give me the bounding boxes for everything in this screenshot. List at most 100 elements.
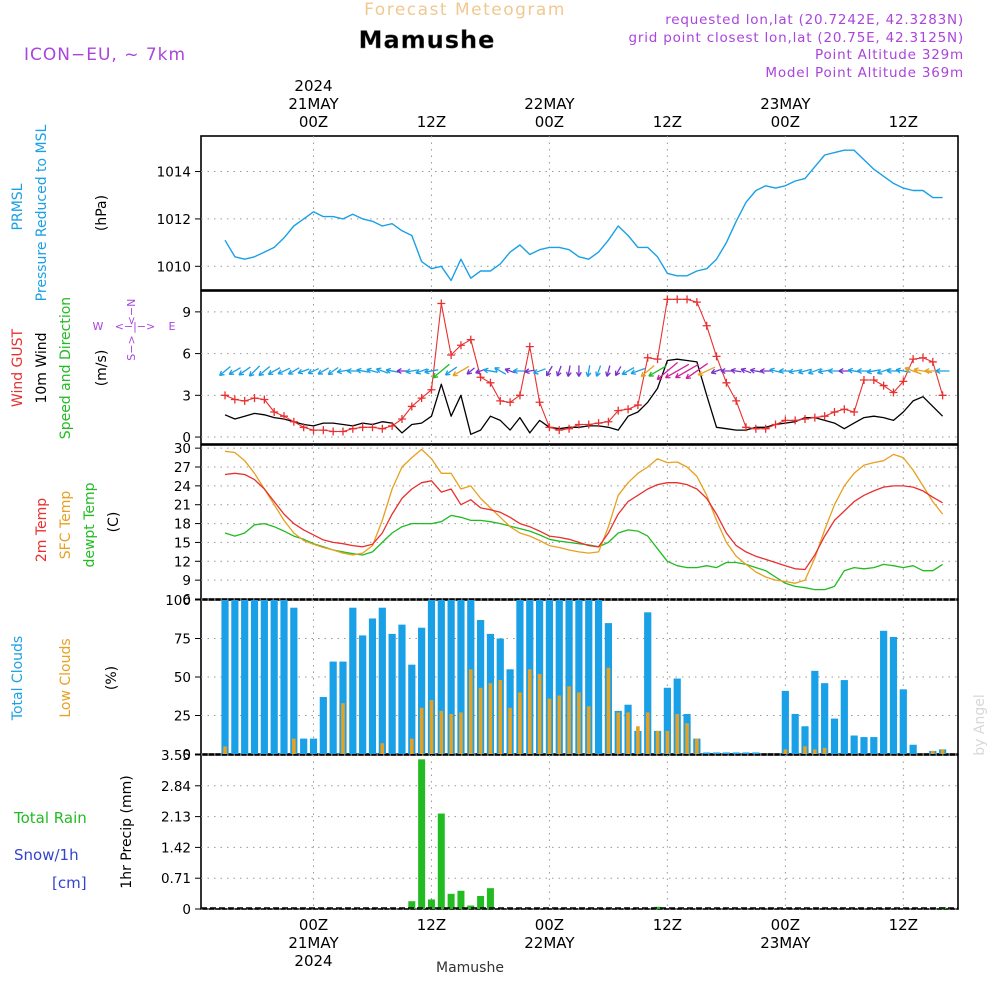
low-cloud-bar <box>586 706 591 754</box>
compass-n-arrows: <−N <box>125 299 138 326</box>
bottom-time-label: 00Z <box>771 916 800 934</box>
temperature-ytick-label: 21 <box>174 498 191 514</box>
gust-marker <box>692 298 701 307</box>
wind-direction-arrow <box>466 367 475 375</box>
gust-marker <box>653 355 662 364</box>
gust-marker <box>456 341 465 350</box>
wind-direction-arrow <box>904 366 922 375</box>
low-cloud-bar <box>557 695 562 754</box>
low-cloud-bar <box>675 713 680 754</box>
low-cloud-bar <box>537 673 542 754</box>
gust-marker <box>447 350 456 359</box>
low-cloud-bar <box>527 669 532 754</box>
chart-title: Forecast Meteogram <box>364 0 566 20</box>
rain-bar <box>437 813 445 909</box>
wind-direction-arrow <box>838 368 850 374</box>
low-cloud-bar <box>449 713 453 754</box>
wind-direction-arrow <box>595 365 602 377</box>
point-altitude: Point Altitude 329m <box>815 47 964 63</box>
snow-label: Snow/1h <box>14 846 79 864</box>
top-time-label: 2024 <box>294 77 332 95</box>
gust-marker <box>378 424 387 433</box>
wind-direction-arrow <box>614 366 622 377</box>
watermark: by Angel <box>972 694 988 755</box>
bottom-time-label: 00Z <box>535 916 564 934</box>
gust-marker <box>712 352 721 361</box>
wind-label: 10m Wind <box>34 332 50 403</box>
low-cloud-bar <box>930 750 935 754</box>
total-cloud-bar <box>703 752 711 754</box>
wind-direction-arrow <box>697 366 716 376</box>
temp-2m-line <box>224 472 943 571</box>
low-cloud-bar <box>498 680 503 754</box>
gust-marker <box>555 426 564 435</box>
total-cloud-bar <box>545 600 554 754</box>
low-cloud-bar <box>606 667 611 754</box>
gust-marker <box>270 408 279 417</box>
wind-direction-arrow <box>258 365 271 377</box>
clouds-ytick-label: 100 <box>165 593 191 609</box>
wind-direction-arrow <box>396 368 407 374</box>
compass-s-arrows: S−> <box>125 335 138 360</box>
gust-marker <box>751 424 760 433</box>
wind-direction-arrow <box>876 368 891 375</box>
temperature-ytick-label: 30 <box>174 441 191 457</box>
total-cloud-bar <box>516 600 524 754</box>
bottom-time-label: 23MAY <box>760 934 811 952</box>
top-time-label: 12Z <box>653 113 682 131</box>
gust-marker <box>673 295 682 304</box>
total-cloud-bar <box>300 738 308 754</box>
low-cloud-bar <box>577 692 581 754</box>
snow-unit: [cm] <box>52 874 87 892</box>
gust-marker <box>466 335 475 344</box>
wind-direction-arrow <box>504 367 516 374</box>
gust-marker <box>221 391 230 400</box>
wind-direction-arrow <box>248 365 261 377</box>
model-label: ICON−EU, ~ 7km <box>24 45 186 65</box>
low-cloud-bar <box>518 692 522 754</box>
total-cloud-bar <box>477 620 485 754</box>
wind-direction-arrow <box>346 368 359 374</box>
gust-marker <box>761 424 770 433</box>
temperature-ytick-label: 27 <box>174 460 191 476</box>
wind-direction-arrow <box>307 367 320 375</box>
total-cloud-bar <box>909 744 917 754</box>
wind-direction-arrow <box>866 368 881 375</box>
gust-marker <box>289 417 298 426</box>
compass-w: W <box>93 320 104 333</box>
pressure-label: Pressure Reduced to MSL <box>34 124 50 301</box>
wind-frame <box>200 290 959 445</box>
wind-direction-arrow <box>656 361 678 381</box>
clouds-ytick-label: 50 <box>174 670 191 686</box>
total-cloud-bar <box>801 726 809 754</box>
bottom-time-label: 2024 <box>294 952 332 970</box>
total-cloud-bar <box>585 600 593 754</box>
rain-bar <box>486 888 494 909</box>
low-cloud-bar <box>665 730 670 754</box>
low-cloud-bar <box>695 738 699 754</box>
wind-direction-arrow <box>415 368 428 375</box>
top-time-label: 21MAY <box>288 95 339 113</box>
total-cloud-bar <box>231 600 239 754</box>
pressure-unit: (hPa) <box>94 195 110 231</box>
gust-marker <box>260 395 269 404</box>
low-cloud-bar <box>488 683 493 754</box>
footer-location: Mamushe <box>436 960 504 976</box>
gust-marker <box>840 405 849 414</box>
location-title: Mamushe <box>359 26 496 54</box>
total-cloud-bar <box>791 713 799 754</box>
low-cloud-bar <box>822 747 827 754</box>
total-cloud-bar <box>860 737 868 754</box>
gust-marker <box>702 321 711 330</box>
gust-marker <box>230 395 239 404</box>
wind-direction-arrow <box>808 368 822 375</box>
wind-direction-arrow <box>424 368 439 375</box>
total-cloud-bar <box>418 627 426 754</box>
gust-marker <box>338 427 347 436</box>
pressure-frame <box>200 135 959 291</box>
total-cloud-bar <box>821 683 829 754</box>
precip-ytick-label: 0 <box>182 902 191 918</box>
pressure-line <box>224 149 943 282</box>
